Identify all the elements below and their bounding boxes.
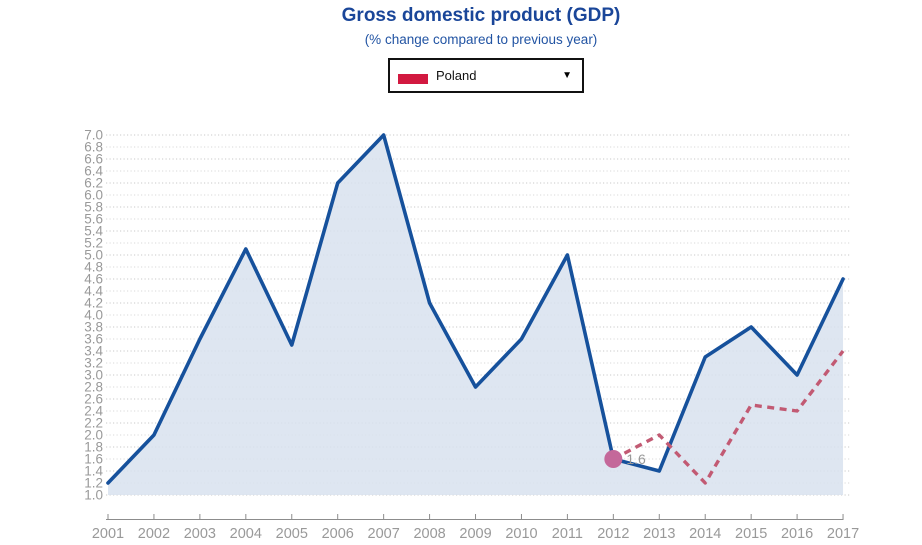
y-tick-label: 2.2 xyxy=(84,416,103,431)
page-title: Gross domestic product (GDP) xyxy=(341,5,621,26)
y-tick-label: 5.8 xyxy=(84,200,103,215)
y-tick-label: 4.0 xyxy=(84,308,103,323)
highlight-value-label: 1.6 xyxy=(626,451,646,467)
y-tick-label: 6.2 xyxy=(84,176,103,191)
y-tick-label: 4.8 xyxy=(84,260,103,275)
y-tick-label: 6.6 xyxy=(84,152,103,167)
y-tick-label: 3.2 xyxy=(84,356,103,371)
x-tick-label: 2012 xyxy=(597,526,629,542)
country-select-value: Poland xyxy=(436,68,477,83)
page-subtitle: (% change compared to previous year) xyxy=(364,32,598,47)
y-tick-label: 3.6 xyxy=(84,332,103,347)
x-tick-label: 2017 xyxy=(827,526,859,542)
gdp-area-fill xyxy=(108,135,844,495)
y-tick-label: 5.6 xyxy=(84,212,103,227)
y-tick-label: 2.8 xyxy=(84,380,103,395)
x-tick-label: 2011 xyxy=(552,526,583,542)
x-tick-label: 2003 xyxy=(184,526,216,542)
y-tick-label: 7.0 xyxy=(84,128,103,143)
x-tick-label: 2001 xyxy=(92,526,124,542)
x-tick-label: 2010 xyxy=(505,526,537,542)
y-tick-label: 1.6 xyxy=(84,452,103,467)
comparison-dashed-line xyxy=(612,349,845,485)
y-tick-label: 5.2 xyxy=(84,236,103,251)
y-tick-label: 4.4 xyxy=(84,284,103,299)
y-tick-label: 2.4 xyxy=(84,404,103,419)
y-tick-label: 5.0 xyxy=(84,248,103,263)
series-color-swatch xyxy=(398,73,428,84)
y-tick-label: 6.8 xyxy=(84,140,103,155)
y-tick-label: 1.0 xyxy=(84,488,103,503)
x-tick-label: 2008 xyxy=(413,526,445,542)
y-tick-label: 2.6 xyxy=(84,392,103,407)
gdp-line-poland xyxy=(106,133,845,485)
y-tick-label: 3.4 xyxy=(84,344,103,359)
y-tick-label: 3.0 xyxy=(84,368,103,383)
y-tick-label: 1.2 xyxy=(84,476,103,491)
y-tick-label: 1.4 xyxy=(84,464,103,479)
chevron-down-icon: ▼ xyxy=(562,69,572,81)
x-tick-label: 2013 xyxy=(643,526,675,542)
x-tick-label: 2004 xyxy=(230,526,262,542)
x-tick-label: 2014 xyxy=(689,526,721,542)
x-tick-label: 2007 xyxy=(368,526,400,542)
x-tick-label: 2006 xyxy=(322,526,354,542)
y-tick-label: 2.0 xyxy=(84,428,103,443)
y-tick-label: 3.8 xyxy=(84,320,103,335)
y-tick-label: 4.6 xyxy=(84,272,103,287)
x-tick-label: 2015 xyxy=(735,526,767,542)
y-tick-label: 4.2 xyxy=(84,296,103,311)
country-select[interactable]: Poland ▼ xyxy=(388,58,584,93)
x-tick-label: 2002 xyxy=(138,526,170,542)
y-tick-label: 1.8 xyxy=(84,440,103,455)
y-tick-label: 6.0 xyxy=(84,188,103,203)
y-tick-label: 6.4 xyxy=(84,164,103,179)
x-tick-label: 2005 xyxy=(276,526,308,542)
y-tick-label: 5.4 xyxy=(84,224,103,239)
x-tick-label: 2016 xyxy=(781,526,813,542)
x-tick-label: 2009 xyxy=(459,526,491,542)
highlight-dot[interactable] xyxy=(604,450,623,468)
